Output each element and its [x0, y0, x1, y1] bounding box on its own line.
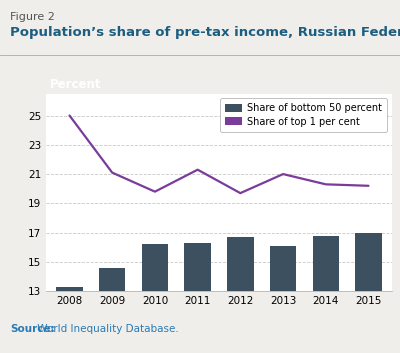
Bar: [56, 287, 83, 353]
Bar: [227, 237, 254, 353]
Text: World Inequality Database.: World Inequality Database.: [34, 324, 179, 334]
Text: Figure 2: Figure 2: [10, 12, 55, 22]
Bar: [184, 243, 211, 353]
Bar: [142, 244, 168, 353]
Text: Population’s share of pre-tax income, Russian Federation: Population’s share of pre-tax income, Ru…: [10, 26, 400, 39]
Legend: Share of bottom 50 percent, Share of top 1 per cent: Share of bottom 50 percent, Share of top…: [220, 98, 387, 132]
Bar: [99, 268, 126, 353]
Bar: [355, 233, 382, 353]
Bar: [270, 246, 296, 353]
Text: Percent: Percent: [50, 78, 102, 91]
Text: Source:: Source:: [10, 324, 55, 334]
Bar: [312, 235, 339, 353]
